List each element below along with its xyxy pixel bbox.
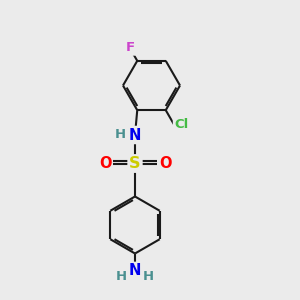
Text: N: N: [129, 128, 141, 142]
Text: O: O: [99, 156, 111, 171]
Text: S: S: [129, 156, 141, 171]
Text: O: O: [159, 156, 171, 171]
Text: Cl: Cl: [174, 118, 189, 131]
Text: F: F: [126, 41, 135, 54]
Text: H: H: [114, 128, 126, 142]
Text: N: N: [129, 263, 141, 278]
Text: H: H: [116, 270, 127, 284]
Text: H: H: [143, 270, 154, 284]
